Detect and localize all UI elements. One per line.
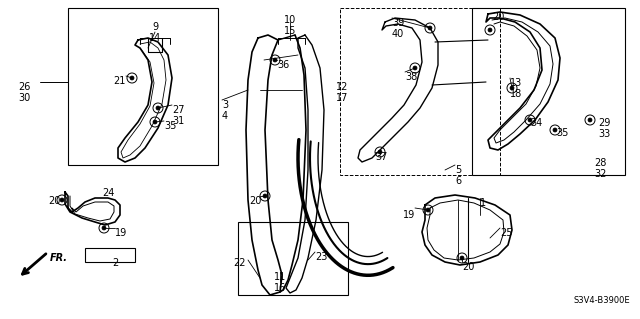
Text: 10
15: 10 15 [284,15,296,36]
Circle shape [156,106,160,110]
Circle shape [426,208,430,212]
Circle shape [378,150,382,154]
Circle shape [588,118,592,122]
Circle shape [263,194,267,198]
Text: S3V4-B3900E: S3V4-B3900E [573,296,630,305]
Circle shape [488,28,492,32]
Text: 22: 22 [234,258,246,268]
Text: 35: 35 [164,121,177,131]
Text: 38: 38 [405,72,417,82]
Text: 37: 37 [375,152,387,162]
Text: 5
6: 5 6 [455,165,461,186]
Bar [238,222,348,295]
Circle shape [102,226,106,230]
Text: 11
16: 11 16 [274,272,286,293]
Text: 36: 36 [277,60,289,70]
Text: 12
17: 12 17 [335,82,348,103]
Circle shape [510,86,514,90]
Text: 19: 19 [403,210,415,220]
Text: 27
31: 27 31 [172,105,184,126]
Bar [340,8,500,175]
Text: 9
14: 9 14 [149,22,161,43]
Text: FR.: FR. [50,253,68,263]
Text: 1: 1 [480,198,486,208]
Text: 24: 24 [102,188,114,198]
Circle shape [273,58,277,62]
Bar [68,8,218,165]
Circle shape [413,66,417,70]
Text: 20: 20 [250,196,262,206]
Bar [85,248,135,262]
Circle shape [460,256,464,260]
Text: 26
30: 26 30 [18,82,30,103]
Text: 20: 20 [492,12,504,22]
Text: 2: 2 [112,258,118,268]
Circle shape [428,26,432,30]
Text: 28
32: 28 32 [594,158,606,179]
Text: 35: 35 [556,128,568,138]
Text: 20: 20 [462,262,474,272]
Text: 25: 25 [500,228,513,238]
Circle shape [528,118,532,122]
Circle shape [153,120,157,124]
Text: 21: 21 [114,76,126,86]
Circle shape [130,76,134,80]
Circle shape [60,198,64,202]
Text: 39
40: 39 40 [392,18,404,39]
Text: 29
33: 29 33 [598,118,611,139]
Text: 19: 19 [115,228,127,238]
Circle shape [553,128,557,132]
Text: 3
4: 3 4 [222,100,228,121]
Text: 23: 23 [315,252,328,262]
Text: 34: 34 [530,118,542,128]
Bar [472,8,625,175]
Text: 20: 20 [48,196,60,206]
Text: 13
18: 13 18 [510,78,522,99]
